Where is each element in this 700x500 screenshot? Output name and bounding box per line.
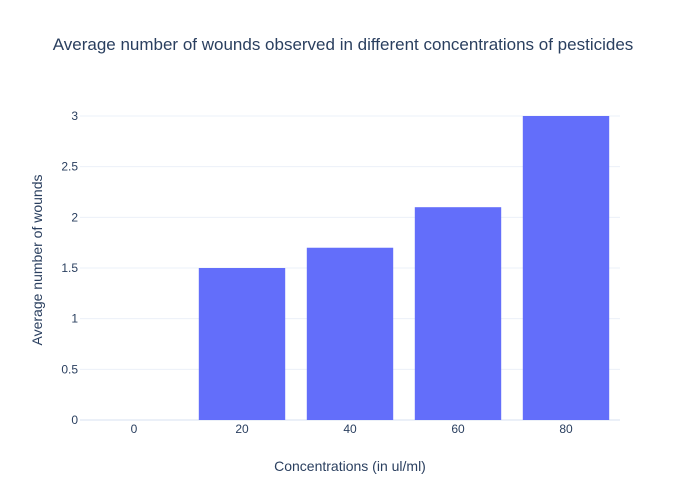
y-tick-label: 0 (71, 413, 78, 427)
y-axis-title: Average number of wounds (29, 175, 45, 346)
x-tick-label: 20 (235, 422, 249, 436)
bar[interactable] (522, 116, 610, 420)
x-tick-label: 60 (451, 422, 465, 436)
y-tick-label: 1 (71, 312, 78, 326)
y-tick-label: 0.5 (61, 362, 78, 376)
bars (198, 116, 610, 420)
y-tick-label: 2.5 (61, 160, 78, 174)
y-tick-label: 1.5 (61, 261, 78, 275)
x-tick-label: 80 (559, 422, 573, 436)
y-tick-label: 3 (71, 109, 78, 123)
bar[interactable] (198, 268, 286, 420)
y-tick-label: 2 (71, 210, 78, 224)
x-tick-label: 40 (343, 422, 357, 436)
x-axis-title: Concentrations (in ul/ml) (274, 458, 426, 474)
bar[interactable] (414, 207, 502, 420)
bar[interactable] (306, 247, 394, 420)
x-axis-ticks: 0 20 40 60 80 (131, 422, 573, 436)
x-tick-label: 0 (131, 422, 138, 436)
chart-title: Average number of wounds observed in dif… (53, 35, 634, 54)
y-axis-ticks: 0 0.5 1 1.5 2 2.5 3 (61, 109, 78, 427)
